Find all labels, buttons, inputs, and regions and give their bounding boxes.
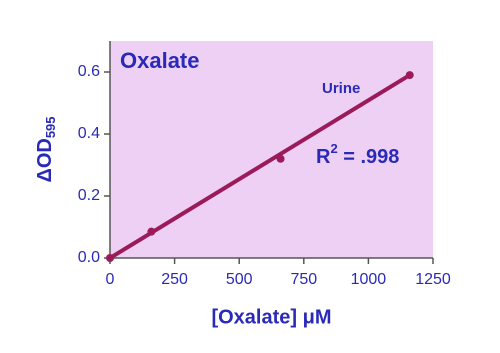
y-tick-label: 0.4: [78, 125, 100, 142]
y-axis-label-main: ΔOD: [34, 138, 56, 182]
plot-background: [110, 41, 433, 258]
y-axis-label-sub: 595: [43, 116, 58, 138]
data-point: [106, 254, 114, 262]
x-tick-label: 500: [226, 271, 253, 288]
x-tick-label: 0: [106, 271, 115, 288]
annotation-base: R: [316, 146, 331, 168]
x-tick-label: 1000: [351, 271, 387, 288]
x-tick-label: 1250: [415, 271, 451, 288]
y-tick-label: 0.0: [78, 249, 100, 266]
x-axis-label: [Oxalate] μM: [211, 306, 331, 328]
data-point: [405, 71, 414, 80]
chart-title: Oxalate: [120, 48, 200, 73]
annotation-rest: = .998: [338, 146, 400, 168]
y-tick-label: 0.6: [78, 63, 100, 80]
annotation-sup: 2: [330, 141, 337, 156]
y-axis-label: ΔOD595: [34, 116, 58, 182]
x-tick-label: 750: [290, 271, 317, 288]
series-label: Urine: [322, 80, 360, 97]
data-point: [147, 227, 156, 236]
x-tick-label: 250: [161, 271, 188, 288]
y-tick-label: 0.2: [78, 187, 100, 204]
fit-line: [108, 73, 411, 260]
annotation: R2 = .998: [316, 141, 399, 168]
data-point: [276, 154, 285, 163]
